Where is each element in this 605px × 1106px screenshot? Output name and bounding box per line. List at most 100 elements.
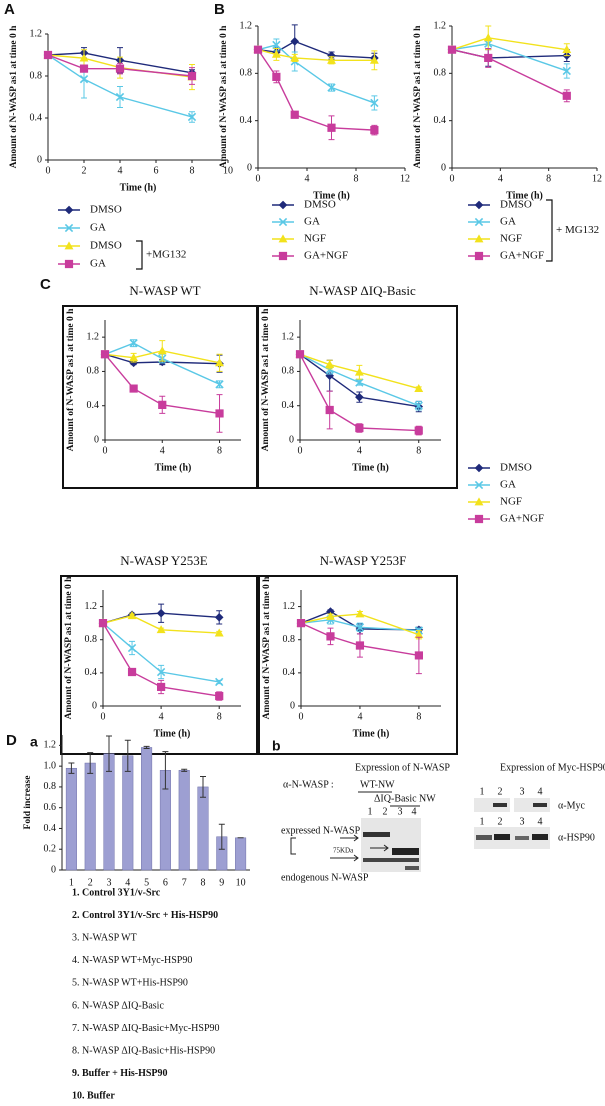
- y-axis-label: Amount of N-WASP as1 at time 0 h: [262, 576, 272, 719]
- y-tick-label: 0.8: [44, 781, 57, 792]
- blot-label: α-Myc: [558, 800, 585, 811]
- blot-label: endogenous N-WASP: [281, 872, 369, 883]
- legend-marker: [64, 223, 74, 233]
- marker: [327, 55, 336, 64]
- marker: [414, 426, 423, 435]
- error-bar: [200, 776, 206, 798]
- gel: [474, 827, 550, 849]
- bar: [235, 837, 247, 871]
- gel: [474, 798, 510, 812]
- y-tick-label: 0.8: [282, 366, 295, 377]
- x-tick-label: 0: [450, 173, 455, 184]
- bar: [84, 762, 96, 871]
- chart-title: N-WASP Y253F: [320, 553, 407, 568]
- y-tick-label: 0.4: [44, 823, 57, 834]
- series-line: [104, 342, 220, 385]
- legend-bracket: [546, 199, 553, 262]
- x-tick-label: 8: [546, 173, 551, 184]
- band: [392, 848, 419, 855]
- x-tick-label: 8: [416, 445, 421, 456]
- marker: [272, 72, 281, 81]
- y-tick-label: 0.4: [87, 400, 100, 411]
- x-tick-label: 4: [118, 165, 123, 176]
- y-axis-label: Amount of N-WASP as1 at time 0 h: [413, 25, 423, 168]
- legend-label: GA: [90, 258, 106, 270]
- marker: [127, 611, 137, 620]
- chart-title: N-WASP Y253E: [120, 553, 208, 568]
- y-tick-label: 0.8: [85, 634, 98, 645]
- key-item: 7. N-WASP ΔIQ-Basic+Myc-HSP90: [72, 1023, 220, 1034]
- y-tick-label: 1.2: [282, 331, 295, 342]
- lane-label: 1: [480, 786, 485, 797]
- marker: [325, 405, 334, 415]
- marker: [484, 53, 493, 63]
- marker: [370, 126, 379, 135]
- x-tick-label: 8: [416, 711, 421, 722]
- lane-label: 2: [498, 786, 503, 797]
- marker: [157, 346, 167, 355]
- y-tick-label: 0.8: [283, 634, 296, 645]
- y-tick-label: 0: [441, 162, 446, 173]
- series-line: [300, 613, 420, 636]
- lane-label: 1: [368, 806, 373, 817]
- legend-label: DMSO: [304, 199, 336, 211]
- x-tick-label: 6: [163, 877, 168, 888]
- error-bar: [143, 745, 150, 749]
- x-tick-label: 0: [46, 165, 51, 176]
- legend-marker: [474, 514, 484, 524]
- legend-marker: [474, 200, 484, 210]
- x-axis-label: Time (h): [120, 182, 157, 193]
- y-tick-label: 0: [37, 154, 42, 165]
- legend-label: GA+NGF: [304, 250, 348, 262]
- legend-label: NGF: [500, 496, 522, 508]
- blot-title: Expression of Myc-HSP90: [500, 762, 605, 773]
- group-label: WT-NW: [360, 779, 395, 790]
- marker: [326, 632, 335, 641]
- series-line: [299, 353, 419, 407]
- x-axis-label: Time (h): [353, 728, 390, 739]
- y-tick-label: 0: [290, 700, 295, 711]
- series-line: [451, 37, 567, 51]
- legend-marker: [278, 217, 288, 227]
- legend-marker: [474, 251, 484, 261]
- chart-title: N-WASP ΔIQ-Basic: [309, 283, 416, 298]
- series-line: [300, 622, 420, 657]
- antibody-label: α-N-WASP :: [283, 779, 334, 790]
- marker: [215, 691, 224, 701]
- gel: [361, 818, 421, 872]
- legend-note: +MG132: [146, 249, 186, 261]
- x-axis-label: Time (h): [506, 190, 543, 201]
- band: [515, 836, 529, 840]
- lane-label: 4: [538, 786, 543, 797]
- error-bar: [124, 739, 131, 772]
- legend-label: GA+NGF: [500, 513, 544, 525]
- legend-label: GA+NGF: [500, 250, 544, 262]
- x-tick-label: 4: [160, 445, 165, 456]
- bracket: [290, 837, 296, 855]
- band: [494, 834, 510, 840]
- x-tick-label: 2: [82, 165, 87, 176]
- x-tick-label: 12: [400, 173, 410, 184]
- marker: [156, 625, 166, 634]
- x-tick-label: 0: [299, 711, 304, 722]
- x-axis-label: Time (h): [154, 728, 191, 739]
- y-tick-label: 0.8: [87, 366, 100, 377]
- panel-frame: [257, 305, 458, 489]
- panel-label: C: [40, 276, 51, 293]
- legend-marker: [64, 205, 74, 215]
- marker: [562, 66, 571, 76]
- marker: [129, 338, 138, 348]
- lane-label: 1: [480, 816, 485, 827]
- legend-marker: [474, 480, 484, 490]
- band: [405, 866, 419, 870]
- series-line: [102, 614, 220, 634]
- marker: [325, 359, 335, 368]
- series-line: [300, 619, 419, 632]
- blot-label: α-HSP90: [558, 832, 595, 843]
- marker: [355, 392, 364, 402]
- key-item: 10. Buffer: [72, 1091, 115, 1102]
- panel-label: D: [6, 732, 17, 749]
- x-tick-label: 1: [69, 877, 74, 888]
- x-tick-label: 4: [498, 173, 503, 184]
